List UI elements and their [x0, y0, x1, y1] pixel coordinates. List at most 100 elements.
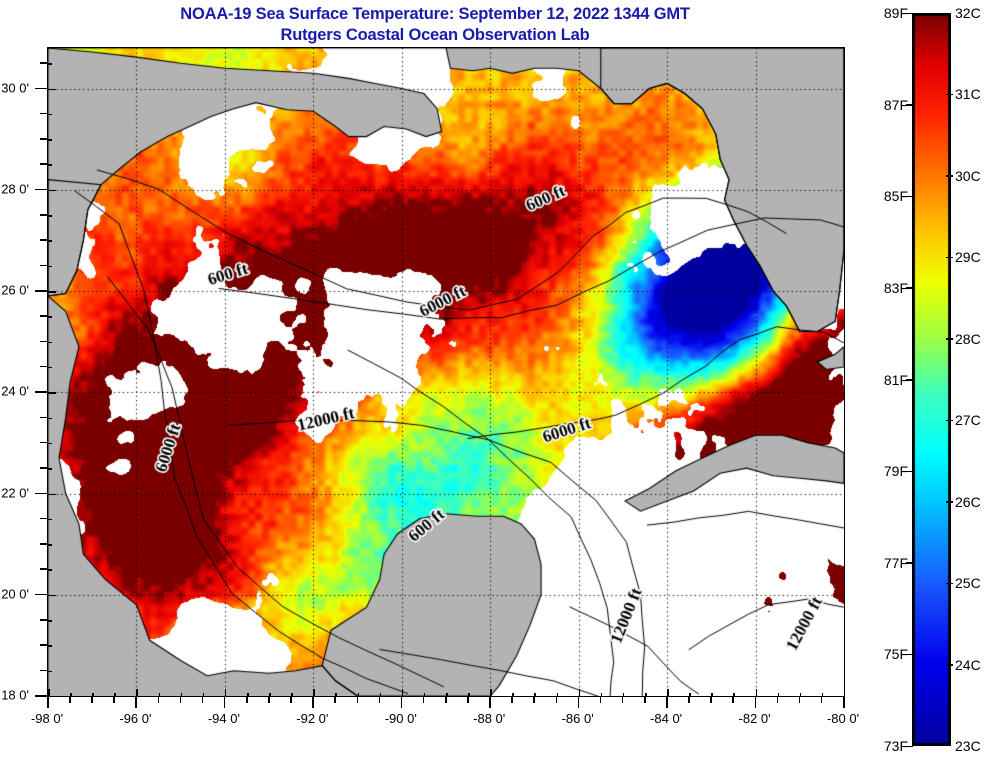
colorbar-celsius-label: 23C — [955, 738, 981, 754]
colorbar-tick-left — [906, 104, 913, 106]
y-tick-inner — [48, 544, 52, 546]
colorbar-celsius-label: 29C — [955, 249, 981, 266]
x-tick — [268, 696, 270, 703]
colorbar-tick-left — [906, 653, 913, 656]
y-tick — [40, 315, 47, 317]
x-tick — [422, 696, 425, 703]
x-tick-inner — [799, 692, 802, 696]
y-axis-label: 28 0' — [1, 181, 29, 197]
colorbar-tick-left — [906, 470, 913, 473]
x-tick — [312, 696, 314, 708]
x-tick-inner — [202, 692, 205, 696]
y-tick-inner — [48, 189, 56, 192]
y-tick-inner — [48, 417, 52, 420]
y-tick-inner — [48, 113, 52, 116]
y-tick-inner — [48, 468, 52, 470]
x-tick-inner — [423, 692, 426, 696]
x-tick-inner — [689, 692, 691, 696]
x-tick — [710, 696, 712, 703]
x-tick — [577, 696, 580, 708]
colorbar-fahrenheit-label: 75F — [883, 646, 908, 663]
x-tick — [113, 696, 115, 703]
x-tick — [798, 696, 801, 703]
x-axis-label: -86 0' — [561, 711, 594, 726]
x-tick-inner — [512, 692, 514, 696]
y-axis-ticks — [33, 47, 47, 698]
y-tick — [40, 669, 47, 672]
y-tick-inner — [48, 569, 52, 571]
y-tick-inner — [48, 645, 52, 647]
colorbar-tick-left — [906, 379, 913, 381]
colorbar-tick-right — [946, 93, 953, 96]
x-tick — [445, 696, 447, 703]
colorbar-fahrenheit-label: 87F — [883, 96, 908, 113]
x-tick — [732, 696, 734, 703]
x-tick-inner — [70, 692, 72, 696]
x-tick-inner — [755, 688, 758, 696]
y-tick — [35, 188, 47, 191]
y-tick — [40, 568, 47, 570]
y-tick — [35, 492, 47, 494]
x-tick — [378, 696, 381, 703]
colorbar-celsius-label: 31C — [955, 86, 981, 103]
colorbar-fahrenheit-label: 79F — [883, 463, 908, 480]
x-tick — [467, 696, 469, 703]
colorbar-container — [912, 13, 951, 746]
x-axis-label: -84 0' — [650, 711, 683, 726]
y-tick-inner — [48, 341, 52, 344]
x-tick-inner — [269, 692, 271, 696]
colorbar-fahrenheit-label: 77F — [883, 554, 908, 571]
x-tick — [754, 696, 757, 708]
y-axis-label: 22 0' — [1, 485, 29, 500]
x-tick — [489, 696, 491, 708]
x-tick — [91, 696, 93, 703]
x-tick — [290, 696, 292, 703]
x-tick — [621, 696, 624, 703]
x-tick — [69, 696, 71, 703]
colorbar-celsius-label: 28C — [955, 330, 981, 347]
y-tick-inner — [48, 265, 52, 268]
y-tick-inner — [48, 518, 52, 521]
y-tick — [40, 416, 47, 419]
sst-map-frame — [47, 47, 845, 697]
x-tick-inner — [136, 688, 138, 696]
x-tick-inner — [667, 688, 669, 696]
y-tick — [35, 290, 47, 292]
y-tick-inner — [48, 63, 52, 65]
x-axis-label: -80 0' — [826, 711, 860, 726]
x-tick-inner — [92, 692, 94, 696]
colorbar-celsius-label: 27C — [955, 412, 981, 429]
x-tick-inner — [556, 692, 559, 696]
y-tick-inner — [48, 392, 56, 394]
x-tick — [400, 696, 403, 708]
y-axis-label: 26 0' — [1, 282, 29, 298]
x-tick — [223, 696, 226, 708]
y-tick — [40, 214, 47, 216]
y-tick — [40, 543, 47, 545]
x-tick — [511, 696, 513, 703]
x-tick — [179, 696, 182, 703]
y-tick-inner — [48, 164, 52, 166]
x-tick — [644, 696, 646, 703]
y-axis-label: 20 0' — [1, 586, 29, 602]
y-tick-inner — [48, 366, 52, 369]
x-tick — [201, 696, 204, 703]
x-axis-label: -88 0' — [473, 711, 506, 726]
y-tick — [35, 87, 47, 89]
x-tick-inner — [114, 692, 116, 696]
y-axis-label: 24 0' — [1, 383, 29, 399]
y-tick — [40, 467, 47, 469]
colorbar-tick-right — [946, 501, 953, 503]
x-tick — [135, 696, 137, 708]
y-tick — [35, 391, 47, 393]
y-tick-inner — [48, 670, 52, 673]
y-tick-inner — [48, 240, 52, 242]
y-tick-inner — [48, 88, 56, 90]
x-tick-inner — [224, 688, 227, 696]
x-tick-inner — [733, 692, 735, 696]
x-tick-inner — [48, 688, 50, 696]
colorbar-fahrenheit-label: 85F — [883, 188, 908, 205]
y-tick-inner — [48, 493, 56, 495]
x-tick — [776, 696, 779, 703]
y-tick-inner — [48, 316, 52, 318]
